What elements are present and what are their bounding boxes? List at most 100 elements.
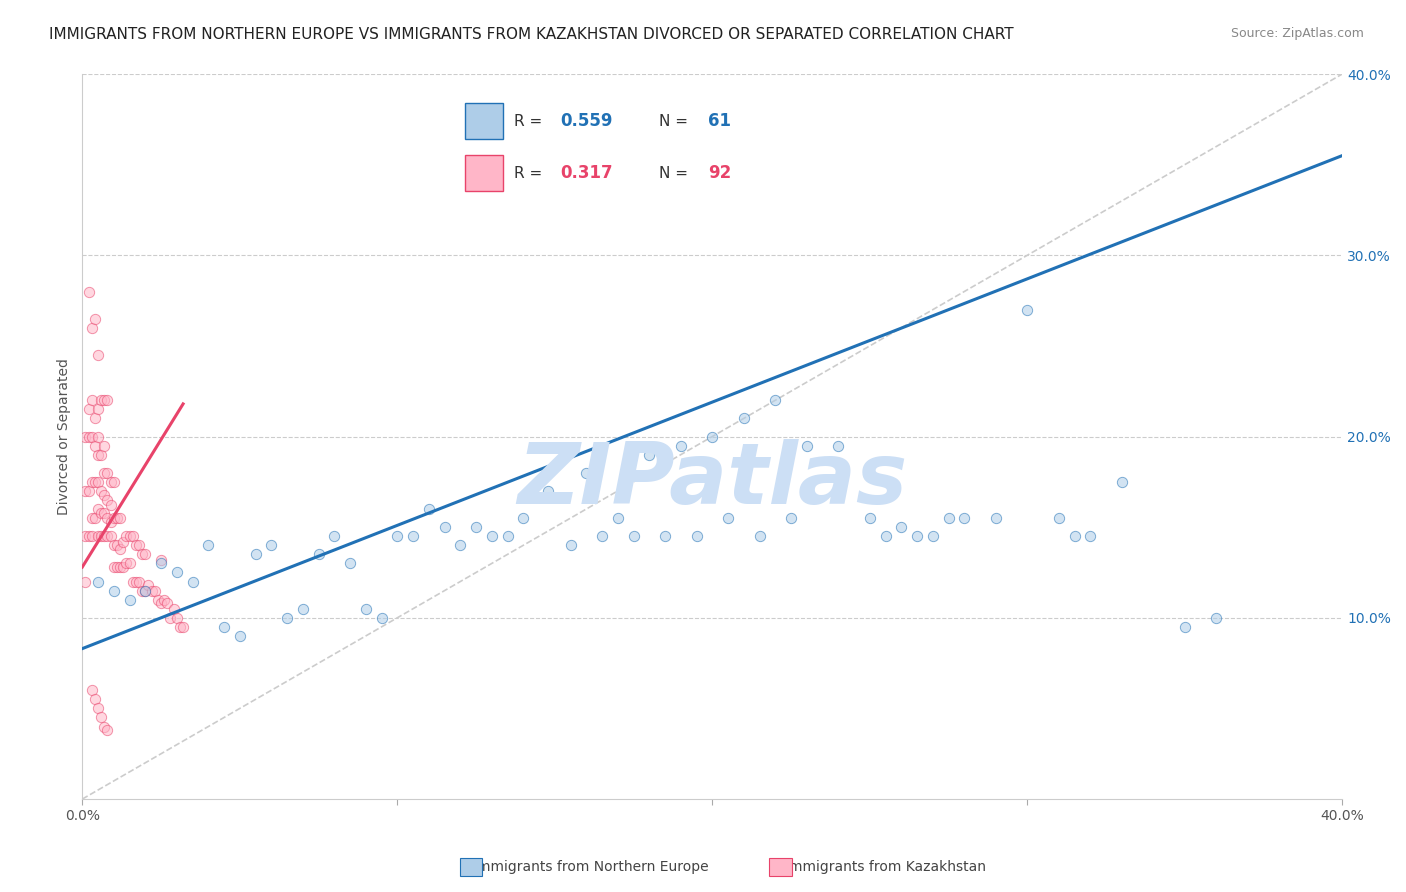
Point xyxy=(77,285,100,299)
Point xyxy=(763,393,786,408)
Point xyxy=(121,574,143,589)
Point xyxy=(83,411,105,425)
Point xyxy=(780,511,803,525)
Point xyxy=(112,560,135,574)
Point xyxy=(1017,302,1039,317)
Point xyxy=(90,529,112,543)
Point xyxy=(685,529,707,543)
Point xyxy=(166,611,188,625)
Point xyxy=(96,493,118,508)
Point xyxy=(138,578,160,592)
Point xyxy=(108,560,131,574)
Point xyxy=(77,402,100,417)
Point xyxy=(93,439,115,453)
Point xyxy=(80,683,103,698)
Point xyxy=(481,529,503,543)
Point xyxy=(77,483,100,498)
Point xyxy=(717,511,740,525)
Point xyxy=(433,520,456,534)
Point xyxy=(103,560,125,574)
Point xyxy=(93,529,115,543)
Point xyxy=(156,596,179,610)
Point xyxy=(83,475,105,489)
Point xyxy=(96,723,118,738)
Point xyxy=(150,596,173,610)
Point xyxy=(1174,620,1197,634)
Point xyxy=(796,439,818,453)
Point xyxy=(83,439,105,453)
Point xyxy=(93,393,115,408)
Point xyxy=(623,529,645,543)
Point xyxy=(131,583,153,598)
Point xyxy=(125,574,148,589)
Point xyxy=(166,566,188,580)
Point xyxy=(212,620,235,634)
Point xyxy=(93,720,115,734)
Point xyxy=(387,529,409,543)
Point xyxy=(83,311,105,326)
Point xyxy=(90,483,112,498)
Point xyxy=(733,411,755,425)
Point xyxy=(93,487,115,501)
Text: IMMIGRANTS FROM NORTHERN EUROPE VS IMMIGRANTS FROM KAZAKHSTAN DIVORCED OR SEPARA: IMMIGRANTS FROM NORTHERN EUROPE VS IMMIG… xyxy=(49,27,1014,42)
Point xyxy=(153,592,176,607)
Point xyxy=(87,529,110,543)
Point xyxy=(512,511,534,525)
Point xyxy=(560,538,582,552)
Point xyxy=(984,511,1007,525)
Point xyxy=(125,538,148,552)
Point xyxy=(96,529,118,543)
Point xyxy=(229,629,252,643)
Point xyxy=(103,583,125,598)
Point xyxy=(702,429,724,443)
Point xyxy=(96,466,118,480)
Point xyxy=(143,583,166,598)
Point xyxy=(128,574,150,589)
Point xyxy=(80,511,103,525)
Point xyxy=(276,611,298,625)
Point xyxy=(100,529,122,543)
Point xyxy=(354,601,377,615)
Point xyxy=(87,429,110,443)
Point xyxy=(141,583,163,598)
Point xyxy=(75,574,97,589)
Point xyxy=(100,499,122,513)
Point xyxy=(669,439,692,453)
Point xyxy=(827,439,849,453)
Point xyxy=(108,541,131,556)
Point xyxy=(103,538,125,552)
Point xyxy=(87,448,110,462)
Point xyxy=(339,557,361,571)
Point xyxy=(75,483,97,498)
Point xyxy=(80,393,103,408)
Point xyxy=(308,547,330,561)
Point xyxy=(105,560,128,574)
Text: Source: ZipAtlas.com: Source: ZipAtlas.com xyxy=(1230,27,1364,40)
Point xyxy=(638,448,661,462)
Point xyxy=(1111,475,1133,489)
Point xyxy=(134,547,156,561)
Point xyxy=(115,557,138,571)
Point xyxy=(128,538,150,552)
Point xyxy=(87,348,110,362)
Point xyxy=(606,511,628,525)
Point xyxy=(402,529,425,543)
Point xyxy=(115,529,138,543)
Text: Immigrants from Northern Europe: Immigrants from Northern Europe xyxy=(472,860,709,874)
Point xyxy=(77,429,100,443)
Point xyxy=(197,538,219,552)
Point xyxy=(103,475,125,489)
Point xyxy=(100,475,122,489)
Point xyxy=(105,538,128,552)
Point xyxy=(905,529,928,543)
Point xyxy=(591,529,613,543)
Point xyxy=(465,520,488,534)
Point xyxy=(162,601,184,615)
Point xyxy=(496,529,519,543)
Point xyxy=(953,511,976,525)
Point xyxy=(323,529,346,543)
Point xyxy=(75,529,97,543)
Point xyxy=(118,592,141,607)
Point xyxy=(83,511,105,525)
Point xyxy=(134,583,156,598)
